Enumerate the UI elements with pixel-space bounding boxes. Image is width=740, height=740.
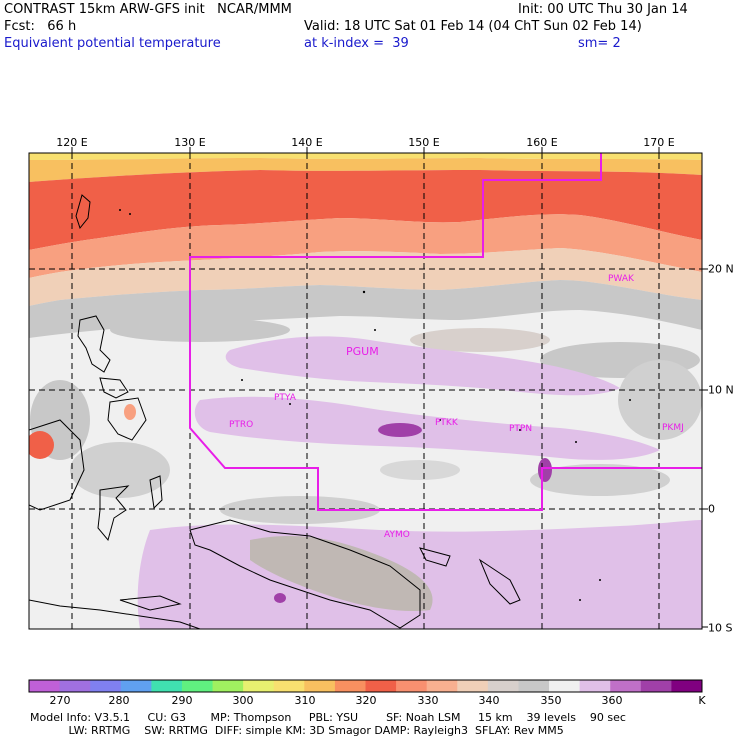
solomons-coast: [478, 558, 521, 605]
station-aymo: AYMO: [384, 530, 410, 540]
band-330: [29, 170, 702, 250]
station-pgum: PGUM: [346, 345, 379, 358]
colorbar-swatch: [487, 680, 519, 692]
colorbar-swatch: [243, 680, 275, 692]
halmahera-coast: [149, 475, 163, 510]
colorbar-swatch: [90, 680, 122, 692]
lat-label-eq: 0: [708, 502, 715, 516]
colorbar-swatch: [426, 680, 458, 692]
lon-label-170: 170 E: [643, 136, 675, 149]
model-info-line1: Model Info: V3.5.1 CU: G3 MP: Thompson P…: [30, 711, 626, 724]
station-ptro: PTRO: [229, 420, 253, 430]
forecast-hour: Fcst: 66 h: [4, 19, 77, 34]
station-ptpn: PTPN: [509, 424, 532, 434]
band-350: [29, 248, 702, 306]
cb-label-280: 280: [108, 694, 130, 707]
station-ptya: PTYA: [274, 393, 297, 403]
mindanao-coast: [107, 397, 147, 441]
magenta-boundary: [189, 153, 702, 511]
level-index: at k-index = 39: [304, 36, 409, 51]
cb-label-300: 300: [232, 694, 254, 707]
lon-label-130: 130 E: [174, 136, 206, 149]
cb-label-270: 270: [49, 694, 71, 707]
init-time: Init: 00 UTC Thu 30 Jan 14: [518, 2, 688, 17]
newguinea-coast: [189, 519, 421, 629]
borneo-coast: [29, 419, 85, 511]
colorbar-swatch: [610, 680, 642, 692]
lat-label-20n: 20 N: [708, 262, 734, 276]
map-frame: [28, 152, 703, 630]
station-pkmj: PKMJ: [662, 423, 684, 433]
lon-label-150: 150 E: [408, 136, 440, 149]
cb-label-340: 340: [478, 694, 500, 707]
colorbar-swatch: [457, 680, 489, 692]
band-320: [29, 158, 702, 182]
colorbar-swatch: [549, 680, 581, 692]
cb-label-unit: K: [698, 694, 706, 707]
purple-band-mid: [194, 396, 660, 460]
lon-label-120: 120 E: [56, 136, 88, 149]
cb-label-310: 310: [294, 694, 316, 707]
band-310: [29, 153, 702, 160]
colorbar-swatch: [120, 680, 152, 692]
taiwan-coast: [75, 194, 91, 230]
sulawesi-coast: [97, 485, 130, 542]
smoothing: sm= 2: [578, 36, 621, 51]
valid-time: Valid: 18 UTC Sat 01 Feb 14 (04 ChT Sun …: [304, 19, 642, 34]
station-ptkk: PTKK: [435, 418, 459, 428]
colorbar-frame: [28, 679, 703, 693]
colorbar-swatch: [334, 680, 366, 692]
cb-label-360: 360: [601, 694, 623, 707]
cb-label-350: 350: [540, 694, 562, 707]
lon-label-160: 160 E: [526, 136, 558, 149]
model-title: CONTRAST 15km ARW-GFS init NCAR/MMM: [4, 2, 292, 17]
purple-band-north: [225, 336, 620, 396]
station-pwak: PWAK: [608, 274, 635, 284]
colorbar-swatch: [181, 680, 214, 692]
cb-label-330: 330: [417, 694, 439, 707]
colorbar-swatch: [396, 680, 428, 692]
cb-label-290: 290: [171, 694, 193, 707]
graticule: [29, 153, 702, 629]
colorbar-swatch: [671, 680, 703, 692]
colorbar-swatch: [29, 680, 61, 692]
model-info-line2: LW: RRTMG SW: RRTMG DIFF: simple KM: 3D …: [30, 724, 564, 737]
lon-label-140: 140 E: [291, 136, 323, 149]
colorbar-swatch: [59, 680, 91, 692]
band-340: [29, 214, 702, 278]
field-name: Equivalent potential temperature: [4, 36, 221, 51]
band-355: [29, 280, 702, 338]
timor-coast: [119, 595, 182, 611]
colorbar-swatch: [212, 680, 244, 692]
lat-label-10n: 10 N: [708, 383, 734, 397]
colorbar-swatch: [518, 680, 550, 692]
colorbar-swatch: [640, 680, 672, 692]
luzon-coast: [77, 315, 111, 373]
colorbar-swatch: [273, 680, 305, 692]
colorbar-swatch: [365, 680, 397, 692]
colorbar: [28, 679, 703, 693]
colorbar-swatch: [151, 680, 183, 692]
colorbar-swatch: [579, 680, 611, 692]
colorbar-swatch: [304, 680, 336, 692]
sunda-coast: [29, 599, 201, 629]
cb-label-320: 320: [355, 694, 377, 707]
lat-label-10s: 10 S: [708, 621, 733, 635]
